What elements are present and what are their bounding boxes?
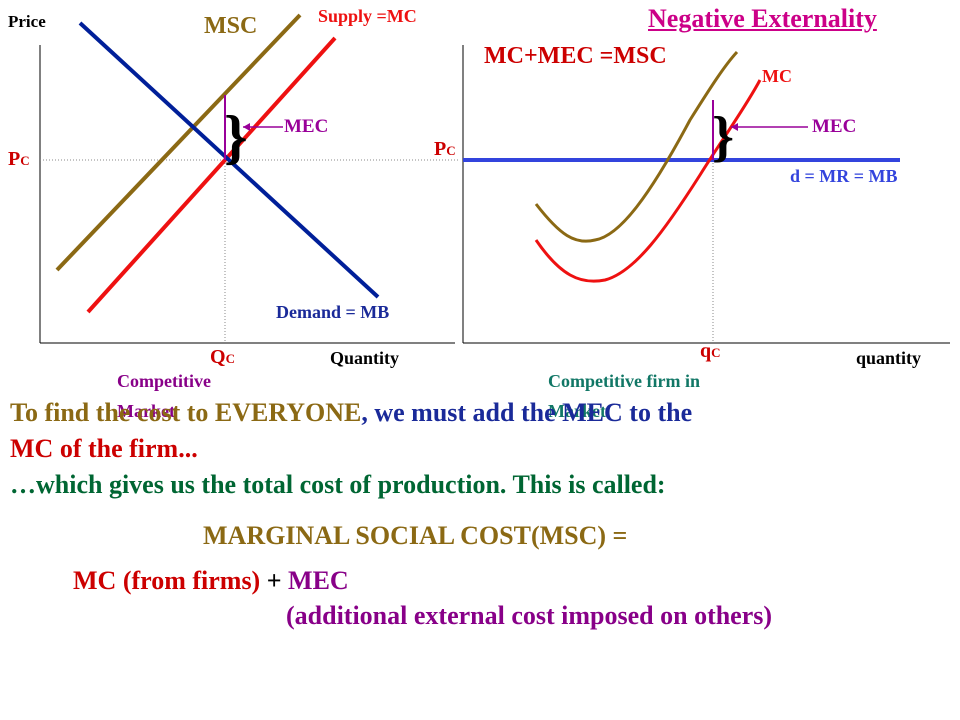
formula-mec-part: MEC [288,566,349,595]
right-quantity-label: qC [700,340,721,363]
right-price-letter: P [434,138,447,160]
left-price-subscript: C [20,153,30,168]
text-line1-part-b: , we must add the MEC to the [361,398,693,427]
text-line1-part-a: To find the cost to EVERYONE [10,398,362,427]
left-price-label: PC [8,148,30,171]
left-mec-arrowhead [243,123,250,131]
formula-mc-part: MC (from firms) [73,566,261,595]
left-quantity-subscript: C [225,351,235,366]
msc-definition: MARGINAL SOCIAL COST(MSC) = [203,521,628,550]
left-caption-line2: Market [117,401,175,421]
firm-msc-curve [534,50,739,243]
right-demand-label: d = MR = MB [790,166,898,186]
page-title: Negative Externality [648,4,877,33]
left-x-axis-label: Quantity [330,348,400,368]
right-quantity-letter: q [700,340,712,362]
left-caption-line1: Competitive [117,371,211,391]
left-demand-label: Demand = MB [276,302,390,322]
text-line2: MC of the firm... [10,434,198,463]
left-y-axis-label: Price [8,12,46,31]
mec-description: (additional external cost imposed on oth… [286,601,773,630]
right-price-subscript: C [446,143,456,158]
right-mec-label: MEC [812,116,857,137]
msc-formula: MC (from firms) + MEC [73,566,349,596]
left-mec-brace: } [224,104,248,170]
right-mec-arrowhead [731,123,738,131]
right-msc-label: MC+MEC =MSC [484,43,667,69]
demand-curve [78,21,380,299]
text-line3: …which gives us the total cost of produc… [10,470,666,499]
supply-curve [86,36,337,314]
left-price-letter: P [8,148,21,170]
firm-mc-curve [534,79,762,283]
right-caption-line1: Competitive firm in [548,371,700,391]
text-line1: To find the cost to EVERYONE, we must ad… [10,398,692,428]
left-quantity-letter: Q [210,346,226,368]
right-price-label: PC [434,138,456,161]
formula-plus: + [260,566,289,595]
right-mec-brace: } [712,106,734,168]
right-mc-label: MC [762,66,792,86]
msc-curve [55,13,302,272]
left-mec-label: MEC [284,116,329,137]
right-caption-line2: Market [548,401,606,421]
left-quantity-label: QC [210,346,235,369]
right-x-axis-label: quantity [856,348,922,368]
right-quantity-subscript: C [711,345,721,360]
left-supply-label: Supply =MC [318,6,417,26]
left-msc-label: MSC [204,13,258,39]
